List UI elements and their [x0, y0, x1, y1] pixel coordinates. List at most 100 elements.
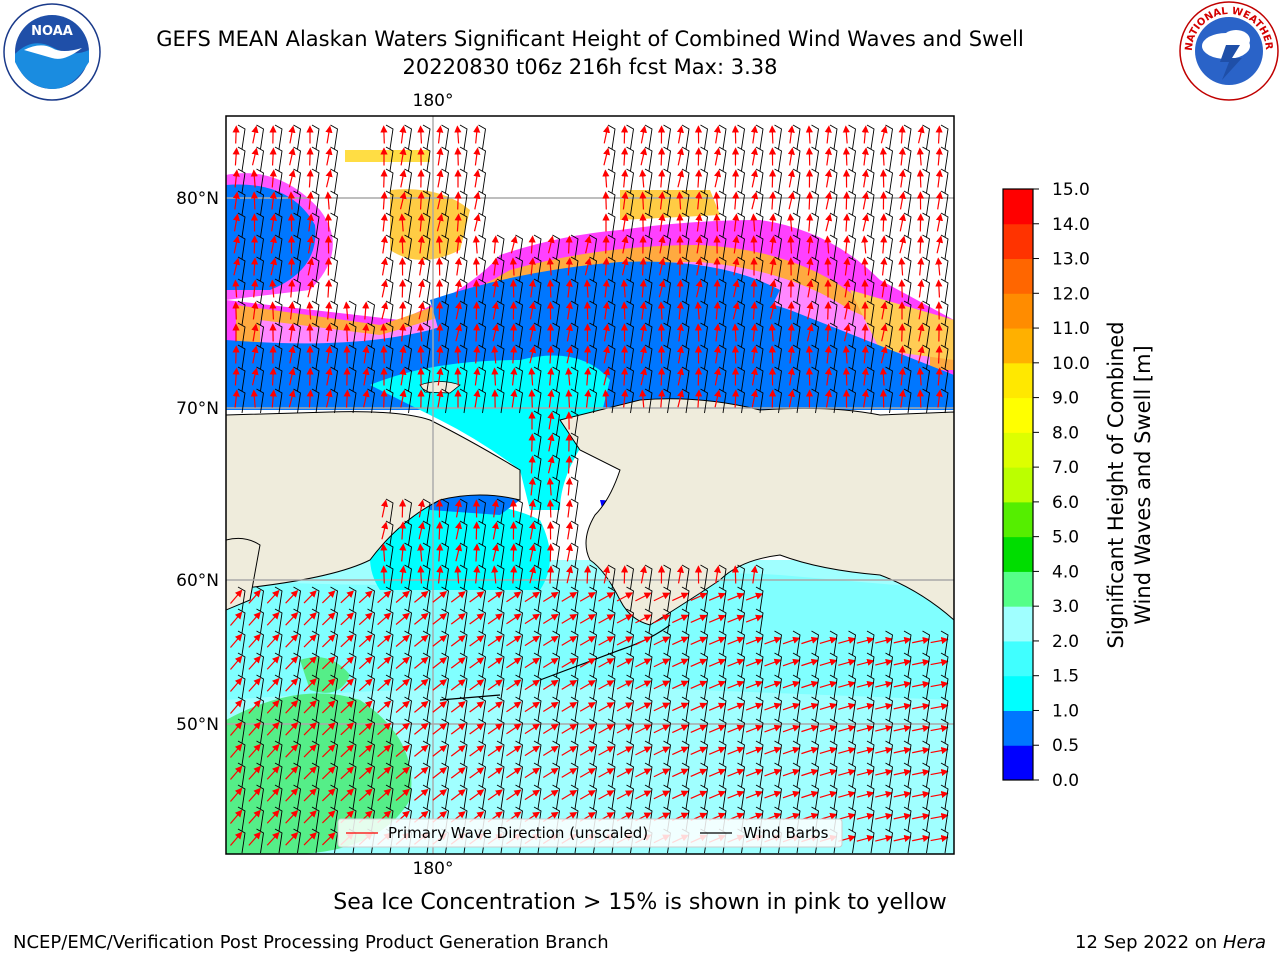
wave-arrow — [695, 169, 703, 188]
wave-arrow — [635, 746, 652, 756]
wave-arrow — [524, 701, 541, 713]
wave-arrow — [303, 832, 317, 846]
wind-barb — [274, 366, 283, 392]
wind-barb — [293, 586, 301, 612]
wind-barb — [330, 190, 338, 216]
wave-arrow — [653, 658, 671, 668]
wave-arrow — [676, 213, 684, 232]
wind-barb — [385, 146, 394, 172]
wind-barb — [237, 388, 246, 414]
wave-arrow — [875, 812, 893, 820]
wave-arrow — [380, 543, 388, 562]
wave-arrow — [658, 279, 666, 298]
wind-barb — [903, 146, 912, 172]
wind-barb — [274, 146, 283, 172]
wind-barb — [589, 366, 597, 392]
wave-arrow — [561, 613, 578, 624]
wind-barb — [885, 278, 893, 304]
wind-barb — [607, 344, 616, 370]
wind-barb — [441, 564, 449, 590]
wave-arrow — [469, 679, 485, 691]
wave-arrow — [745, 768, 764, 777]
wave-arrow — [322, 612, 336, 626]
wave-arrow — [524, 723, 541, 735]
wave-arrow — [450, 613, 466, 625]
wave-arrow — [380, 565, 388, 584]
wind-barb — [755, 300, 764, 326]
wave-arrow — [824, 169, 832, 188]
wave-arrow — [454, 279, 462, 298]
wave-arrow — [251, 323, 259, 342]
wind-barb — [737, 366, 745, 392]
wave-arrow — [690, 614, 708, 624]
wind-barb — [737, 344, 745, 370]
wind-barb — [644, 300, 653, 326]
wave-arrow — [251, 345, 259, 364]
wind-barb — [829, 278, 838, 304]
wave-arrow — [598, 592, 615, 602]
wind-barb — [422, 344, 431, 370]
wave-arrow — [935, 169, 943, 188]
wind-barb — [811, 344, 819, 370]
wave-arrow — [506, 613, 522, 625]
wind-barb — [755, 278, 764, 304]
colorbar-block — [1003, 501, 1033, 538]
wave-arrow — [358, 722, 373, 736]
wind-barb — [663, 388, 671, 414]
wave-arrow — [417, 279, 426, 298]
wave-arrow — [546, 477, 554, 496]
wave-arrow — [658, 367, 666, 386]
wave-arrow — [880, 345, 888, 364]
wave-arrow — [694, 301, 702, 320]
wind-barb — [496, 564, 505, 590]
wave-arrow — [621, 213, 629, 232]
wind-barb — [385, 300, 394, 326]
wave-arrow — [750, 345, 758, 364]
wind-barb — [922, 278, 930, 304]
wind-barb — [330, 256, 338, 282]
wave-arrow — [787, 301, 795, 320]
wave-arrow — [506, 657, 522, 669]
wave-arrow — [917, 235, 925, 254]
wind-barb — [311, 278, 320, 304]
wave-arrow — [322, 634, 336, 648]
footer-date: 12 Sep 2022 on — [1075, 932, 1223, 953]
wave-arrow — [547, 565, 555, 584]
wind-barb — [848, 212, 856, 238]
wave-arrow — [764, 724, 782, 733]
wave-arrow — [528, 235, 536, 254]
wind-barb — [644, 366, 653, 392]
wind-barb — [774, 366, 782, 392]
wave-arrow — [769, 235, 777, 254]
wave-arrow — [528, 257, 536, 276]
wave-arrow — [414, 722, 429, 735]
wind-barb — [552, 454, 560, 480]
wave-arrow — [787, 367, 795, 386]
lat-label-50: 50°N — [176, 715, 219, 735]
wind-barb — [700, 388, 708, 414]
wind-barb — [459, 256, 468, 282]
wave-arrow — [695, 235, 703, 254]
wave-arrow — [899, 235, 907, 254]
wave-arrow — [343, 301, 351, 320]
wave-arrow — [727, 614, 745, 623]
colorbar-tick-label: 1.5 — [1052, 667, 1079, 687]
wave-arrow — [769, 257, 777, 276]
colorbar-tick-label: 1.0 — [1052, 701, 1079, 721]
wave-arrow — [843, 213, 851, 232]
wave-arrow — [285, 633, 299, 648]
wind-barb — [681, 388, 690, 414]
wind-barb — [829, 388, 838, 414]
wave-arrow — [230, 765, 243, 780]
wind-barb — [496, 278, 505, 304]
wave-arrow — [510, 389, 518, 408]
wind-barb — [866, 278, 875, 304]
wind-barb — [700, 146, 708, 172]
colorbar-tick-label: 0.5 — [1052, 736, 1079, 756]
wave-arrow — [658, 147, 666, 166]
wind-barb — [441, 168, 449, 194]
wind-barb — [496, 542, 505, 568]
wave-arrow — [764, 768, 782, 777]
wave-arrow — [935, 191, 943, 210]
wave-arrow — [616, 658, 634, 668]
